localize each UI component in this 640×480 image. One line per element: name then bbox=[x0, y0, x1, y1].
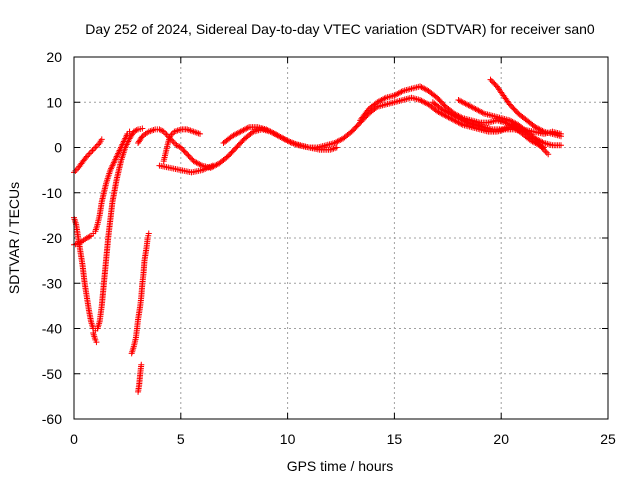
series-arc-4 bbox=[128, 230, 152, 357]
data-point bbox=[558, 142, 565, 149]
data-point bbox=[545, 151, 552, 158]
data-point bbox=[249, 129, 255, 136]
series-arc-8 bbox=[357, 83, 547, 151]
series-arc-3b bbox=[90, 330, 100, 346]
x-tick-label: 20 bbox=[493, 431, 509, 447]
x-axis-label: GPS time / hours bbox=[287, 458, 394, 474]
data-point bbox=[539, 139, 546, 146]
data-point bbox=[539, 145, 546, 152]
y-tick-label: 10 bbox=[46, 94, 62, 110]
data-points bbox=[71, 76, 565, 395]
data-point bbox=[88, 149, 95, 156]
data-point bbox=[89, 147, 96, 154]
x-tick-label: 0 bbox=[70, 431, 78, 447]
data-point bbox=[188, 155, 195, 162]
data-point bbox=[185, 152, 192, 159]
y-tick-label: -30 bbox=[42, 275, 62, 291]
data-point bbox=[93, 142, 100, 149]
data-point bbox=[90, 146, 97, 153]
data-point bbox=[139, 125, 146, 132]
data-point bbox=[177, 144, 184, 151]
data-point bbox=[491, 80, 498, 87]
data-point bbox=[92, 144, 99, 151]
grid-lines bbox=[74, 57, 608, 419]
x-tick-label: 15 bbox=[387, 431, 403, 447]
data-point bbox=[558, 130, 565, 137]
x-tick-label: 10 bbox=[280, 431, 296, 447]
data-point bbox=[184, 151, 191, 158]
data-point bbox=[157, 127, 164, 134]
data-point bbox=[72, 167, 79, 174]
y-tick-label: -20 bbox=[42, 230, 62, 246]
data-point bbox=[479, 109, 486, 116]
series-arc-6b bbox=[156, 162, 216, 176]
data-point bbox=[86, 233, 93, 240]
data-point bbox=[133, 127, 140, 134]
series-arc-4b bbox=[135, 361, 145, 395]
y-axis-label: SDTVAR / TECUs bbox=[6, 182, 22, 294]
data-point bbox=[170, 139, 177, 146]
data-point bbox=[98, 136, 105, 143]
data-point bbox=[287, 139, 294, 146]
data-point bbox=[488, 77, 495, 84]
plot-frame bbox=[73, 56, 609, 420]
data-point bbox=[179, 145, 186, 152]
data-point bbox=[186, 154, 193, 161]
data-point bbox=[542, 148, 549, 155]
series-arc-1 bbox=[71, 136, 105, 176]
y-tick-label: 20 bbox=[46, 49, 62, 65]
data-point bbox=[197, 130, 204, 137]
data-point bbox=[209, 162, 216, 169]
y-tick-label: -10 bbox=[42, 185, 62, 201]
series-arc-6 bbox=[160, 126, 204, 165]
data-point bbox=[145, 230, 152, 237]
y-tick-label: 0 bbox=[54, 140, 62, 156]
axis-ticks: 0 5 10 15 20 25 20 10 0 -10 -20 -30 -40 -50 -60 bbox=[42, 49, 616, 447]
data-point bbox=[180, 147, 187, 154]
series-arc-12 bbox=[508, 121, 565, 137]
data-point bbox=[462, 118, 469, 125]
data-point bbox=[197, 161, 204, 168]
data-point bbox=[182, 149, 189, 156]
data-point bbox=[398, 88, 405, 95]
data-point bbox=[381, 95, 388, 102]
data-point bbox=[138, 361, 145, 368]
x-tick-label: 5 bbox=[177, 431, 185, 447]
data-point bbox=[333, 144, 340, 151]
data-point bbox=[543, 149, 550, 156]
x-tick-label: 25 bbox=[600, 431, 616, 447]
data-point bbox=[487, 76, 494, 83]
data-point bbox=[244, 124, 251, 131]
data-point bbox=[490, 79, 497, 86]
data-point bbox=[86, 150, 93, 157]
y-tick-label: -60 bbox=[42, 411, 62, 427]
data-point bbox=[181, 148, 188, 155]
series-arc-2 bbox=[71, 128, 133, 248]
y-tick-label: -50 bbox=[42, 366, 62, 382]
data-point bbox=[93, 339, 100, 346]
y-tick-label: -40 bbox=[42, 321, 62, 337]
series-arc-3 bbox=[71, 125, 146, 334]
chart-title: Day 252 of 2024, Sidereal Day-to-day VTE… bbox=[85, 21, 595, 37]
